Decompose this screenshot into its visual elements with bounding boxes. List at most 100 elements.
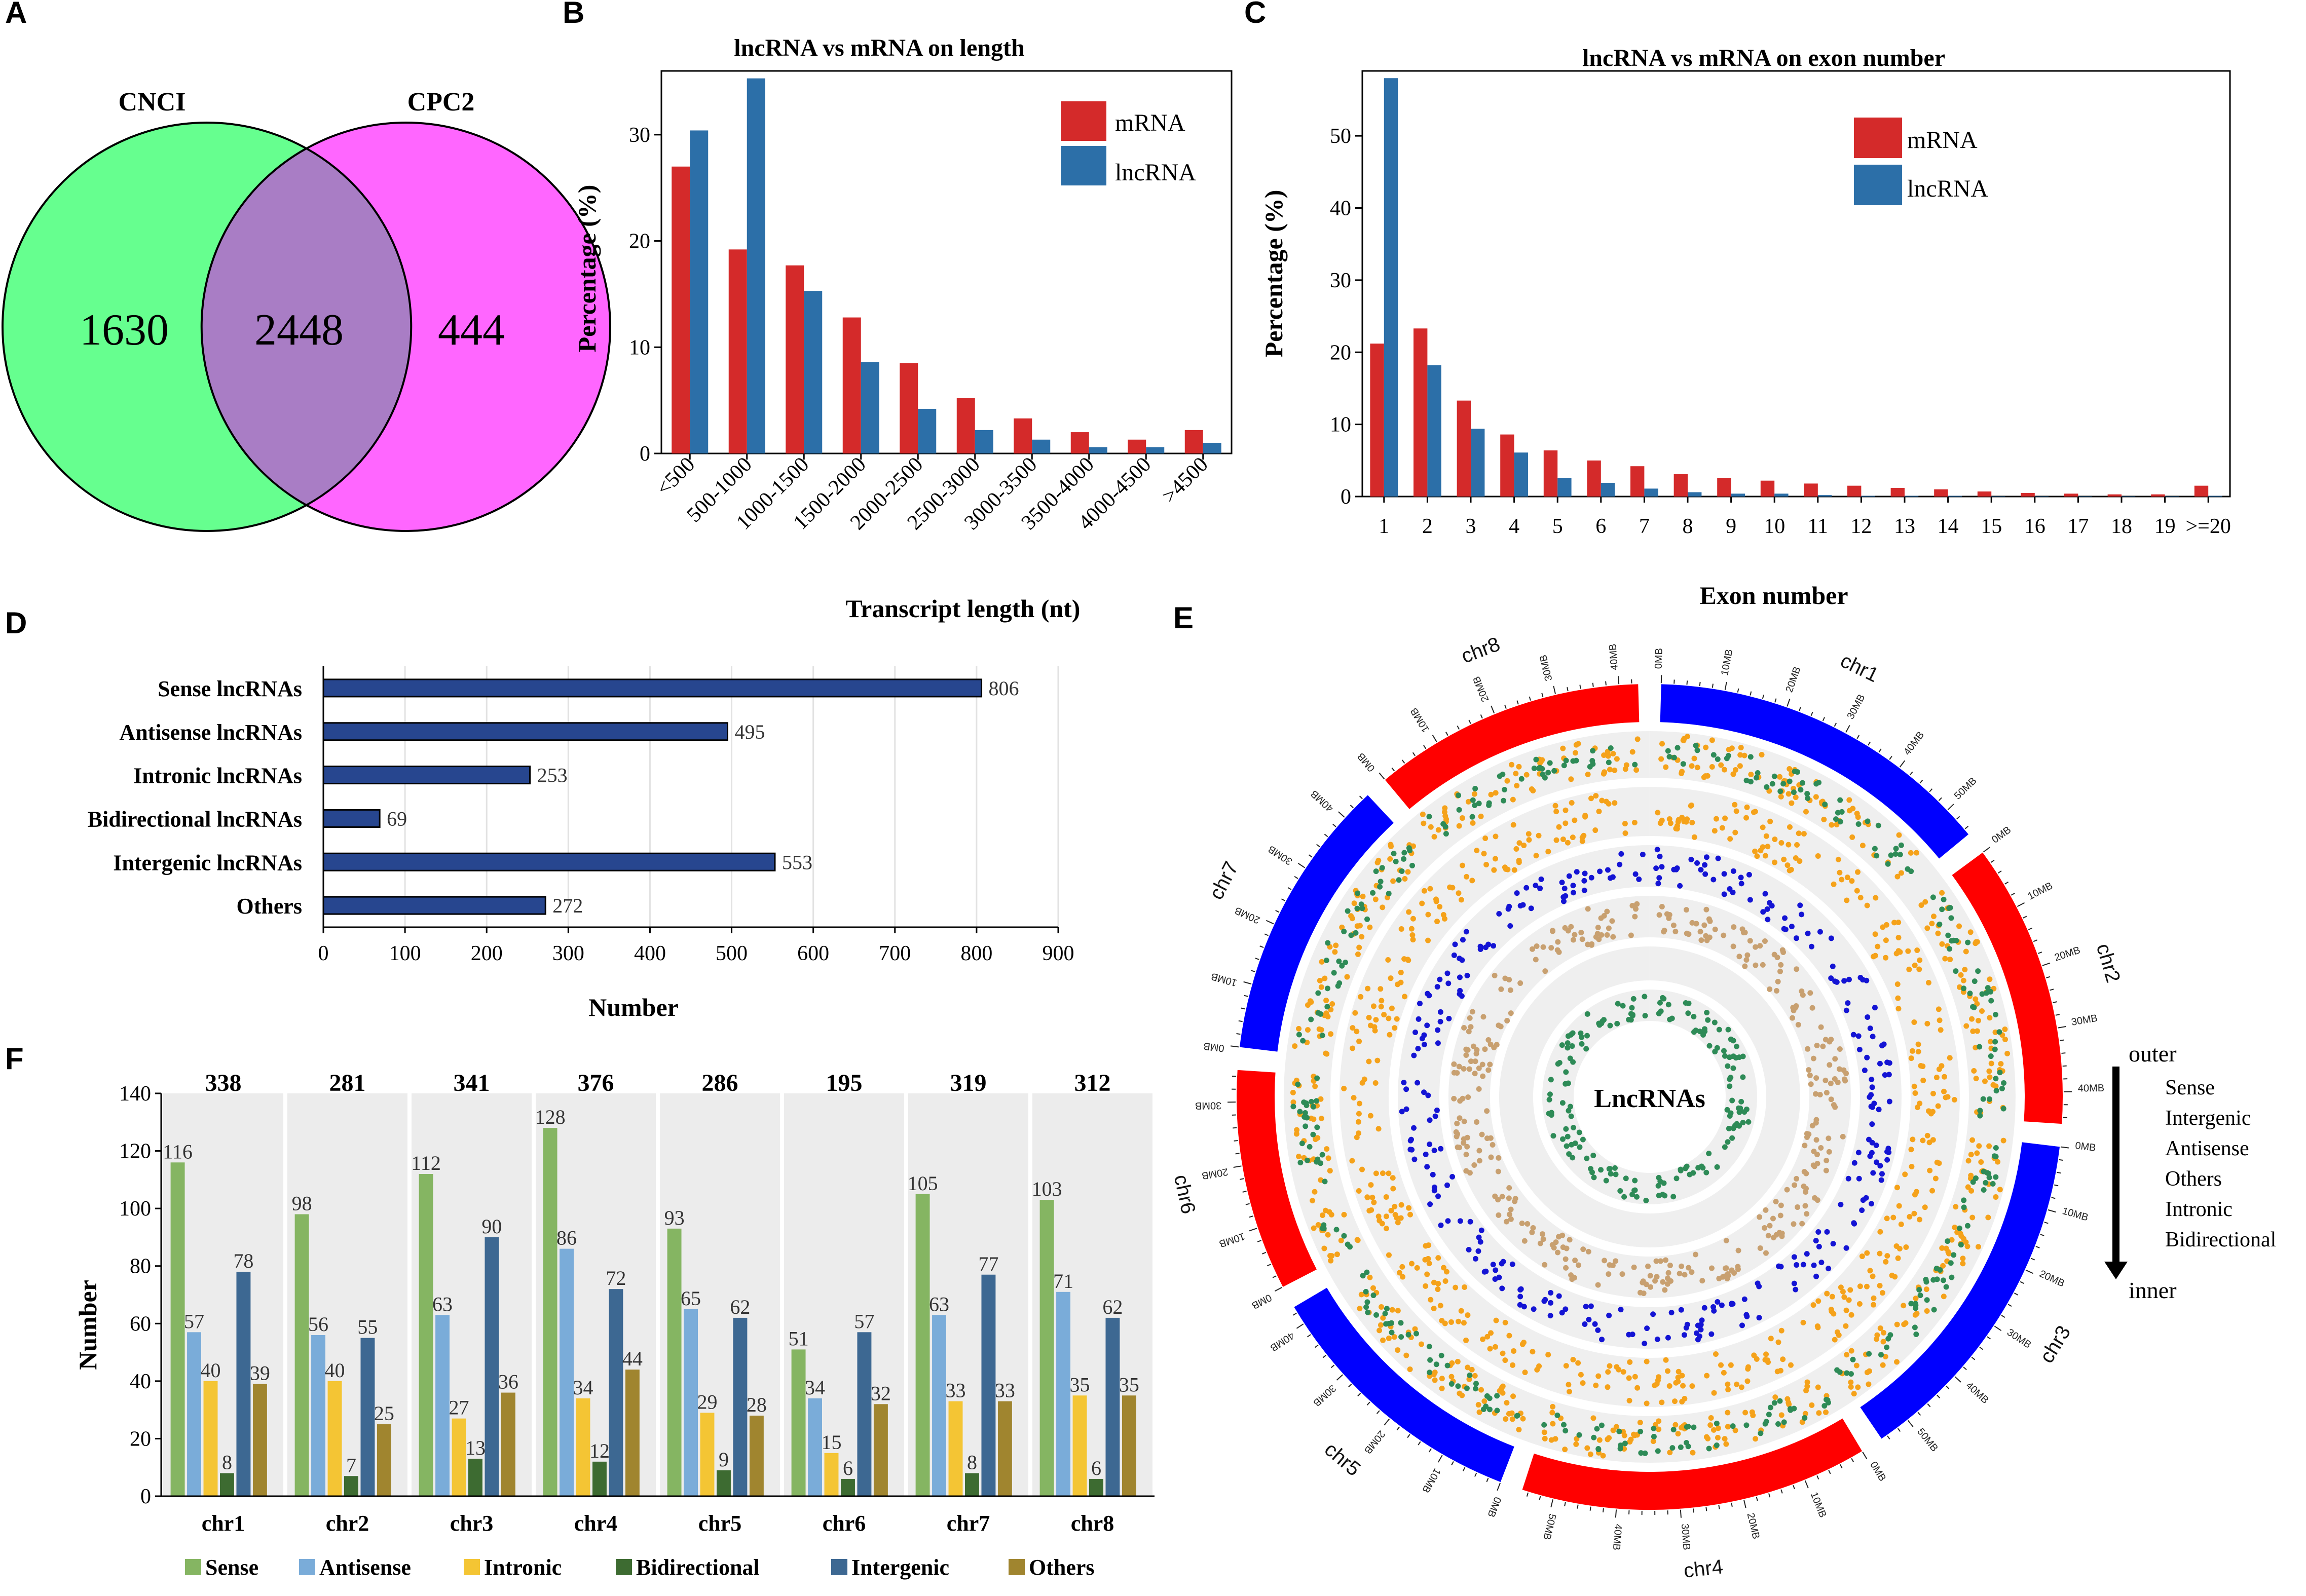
circos-point bbox=[1658, 1008, 1664, 1014]
circos-point bbox=[1744, 952, 1751, 958]
circos-point bbox=[1379, 1304, 1385, 1310]
circos-point bbox=[1941, 1294, 1947, 1300]
d-xtick-label: 800 bbox=[960, 942, 992, 965]
circos-point bbox=[1642, 1341, 1648, 1347]
circos-point bbox=[1672, 1422, 1679, 1428]
circos-point bbox=[1573, 757, 1579, 764]
circos-point bbox=[1794, 769, 1800, 775]
circos-point bbox=[1606, 1435, 1612, 1441]
circos-point bbox=[1840, 1133, 1846, 1139]
f-bar-value: 15 bbox=[822, 1431, 842, 1454]
f-bar-sense bbox=[170, 1162, 185, 1496]
f-legend-swatch-sense bbox=[185, 1559, 201, 1575]
circos-point bbox=[1848, 1371, 1854, 1377]
circos-point bbox=[1706, 1151, 1712, 1157]
f-bar-intronic bbox=[948, 1401, 963, 1496]
circos-point bbox=[1871, 1302, 1877, 1308]
circos-point bbox=[1476, 1148, 1482, 1154]
circos-point bbox=[1971, 1068, 1977, 1074]
circos-point bbox=[1390, 1186, 1396, 1192]
circos-point bbox=[1939, 1245, 1945, 1251]
circos-point bbox=[1296, 1154, 1302, 1160]
circos-point bbox=[1460, 862, 1466, 868]
circos-point bbox=[1469, 1009, 1475, 1015]
circos-point bbox=[1843, 1323, 1849, 1329]
circos-point bbox=[1354, 1237, 1360, 1243]
c-xtick-label: 7 bbox=[1639, 515, 1650, 538]
c-xtick-label: 6 bbox=[1595, 515, 1606, 538]
circos-point bbox=[1830, 1241, 1836, 1247]
circos-point bbox=[1366, 1014, 1372, 1020]
circos-point bbox=[1826, 1149, 1832, 1155]
circos-point bbox=[1296, 1025, 1302, 1032]
venn-label-cnci: CNCI bbox=[119, 88, 186, 117]
circos-point bbox=[1875, 822, 1881, 828]
chromosome-tick bbox=[2011, 893, 2015, 896]
circos-point bbox=[1695, 1322, 1701, 1328]
circos-point bbox=[1506, 1333, 1512, 1339]
c-xtick-label: 8 bbox=[1683, 515, 1693, 538]
circos-point bbox=[1797, 902, 1803, 908]
circos-point bbox=[1815, 1229, 1821, 1235]
circos-point bbox=[1431, 1372, 1437, 1378]
f-bar-value: 13 bbox=[465, 1436, 486, 1459]
circos-point bbox=[1659, 904, 1665, 910]
circos-point bbox=[1427, 1142, 1433, 1148]
circos-point bbox=[1407, 1137, 1414, 1144]
circos-point bbox=[1722, 1144, 1728, 1150]
circos-point bbox=[1421, 1042, 1427, 1048]
circos-point bbox=[1496, 911, 1502, 917]
circos-point bbox=[1753, 944, 1759, 950]
circos-point bbox=[1389, 1307, 1395, 1313]
f-xtick-label: chr8 bbox=[1071, 1511, 1114, 1536]
circos-point bbox=[1409, 1147, 1415, 1153]
circos-point bbox=[1356, 1188, 1362, 1194]
circos-point bbox=[1896, 832, 1902, 838]
circos-point bbox=[1961, 985, 1967, 992]
circos-point bbox=[1616, 1428, 1622, 1434]
circos-point bbox=[1427, 1117, 1433, 1123]
chromosome-tick bbox=[2050, 989, 2054, 991]
circos-point bbox=[1738, 1098, 1744, 1105]
circos-point bbox=[1445, 980, 1452, 986]
circos-point bbox=[1896, 1203, 1902, 1209]
f-bar-intronic bbox=[203, 1381, 218, 1496]
f-bar-value: 71 bbox=[1053, 1270, 1073, 1293]
venn-overlap bbox=[200, 147, 413, 507]
circos-point bbox=[1503, 1416, 1509, 1422]
circos-point bbox=[1872, 846, 1878, 852]
circos-point bbox=[1604, 908, 1610, 915]
circos-point bbox=[1729, 1135, 1735, 1141]
lncrna-type-bar-chart: Number 0 100 200 300 400 500 600 700 800 900806Se… bbox=[88, 666, 1074, 1021]
circos-point bbox=[1693, 742, 1699, 748]
circos-point bbox=[1472, 803, 1478, 809]
chromosome-tick bbox=[1233, 1165, 1242, 1168]
circos-point bbox=[1654, 1274, 1660, 1280]
chromosome-tick bbox=[2040, 1234, 2044, 1236]
circos-point bbox=[1431, 1188, 1437, 1194]
circos-point bbox=[1407, 1366, 1413, 1373]
chromosome-tick bbox=[1731, 1502, 1733, 1507]
chromosome-tick bbox=[1516, 700, 1519, 705]
circos-point bbox=[1697, 1029, 1703, 1035]
chromosome-tick-label: 20MB bbox=[1745, 1512, 1762, 1540]
chromosome-tick-label: 10MB bbox=[1210, 970, 1238, 988]
circos-point bbox=[1767, 986, 1773, 992]
chromosome-tick bbox=[1810, 711, 1813, 716]
circos-point bbox=[1601, 771, 1607, 777]
circos-point bbox=[1755, 770, 1761, 776]
circos-point bbox=[1773, 988, 1779, 994]
circos-point bbox=[1626, 1375, 1632, 1381]
f-facet-total: 338 bbox=[205, 1070, 242, 1096]
circos-point bbox=[1818, 1260, 1825, 1266]
circos-point bbox=[1293, 1131, 1299, 1137]
circos-point bbox=[1628, 932, 1634, 938]
circos-point bbox=[1721, 1370, 1727, 1376]
circos-point bbox=[1617, 1188, 1623, 1194]
circos-point bbox=[1795, 1204, 1801, 1210]
circos-point bbox=[1915, 1041, 1921, 1047]
circos-point bbox=[1506, 1411, 1512, 1417]
circos-point bbox=[1606, 1271, 1612, 1277]
circos-point bbox=[1662, 1287, 1668, 1293]
circos-point bbox=[1580, 1136, 1586, 1143]
